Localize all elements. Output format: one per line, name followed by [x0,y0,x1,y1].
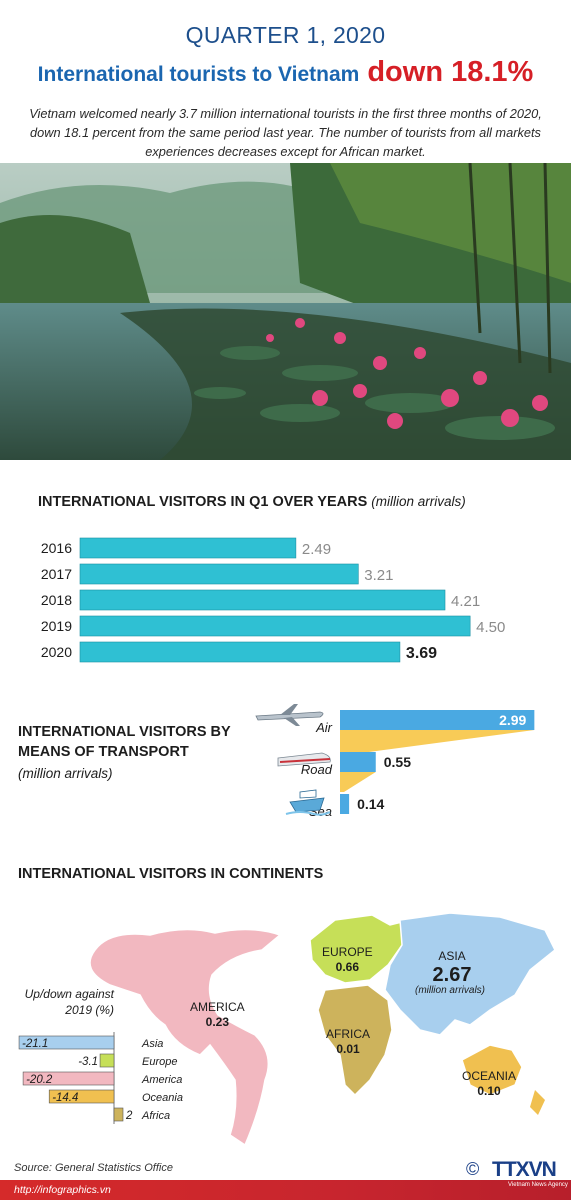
asia-shape [384,912,556,1036]
transport-label-air: Air [315,720,333,735]
updown-label-oceania: Oceania [142,1092,183,1104]
intro-text: Vietnam welcomed nearly 3.7 million inte… [29,106,542,159]
asia-label: ASIA 2.67 (million arrivals) [412,947,492,997]
logo-subtitle: Vietnam News Agency [508,1182,568,1188]
new-zealand-shape [530,1090,545,1115]
year-label-2020: 2020 [41,644,72,660]
oceania-value: 0.10 [477,1084,501,1098]
updown-bar-oceania [48,1089,115,1104]
updown-label-africa: Africa [141,1110,170,1122]
lotus-pond-illustration [0,163,571,460]
airplane-icon [255,704,324,726]
africa-name: AFRICA [326,1027,371,1041]
updown-bar-europe [99,1053,115,1068]
updown-bar-asia [18,1035,115,1050]
year-value-2016: 2.49 [302,541,331,558]
copyright-icon: © [466,1159,480,1179]
transport-value-sea: 0.14 [357,796,384,812]
transport-bar-road [340,752,376,772]
updown-label-asia: Asia [141,1038,163,1050]
updown-value-africa: 2 [125,1110,133,1122]
oceania-name: OCEANIA [462,1069,517,1083]
updown-value-america: -20.2 [26,1074,53,1086]
updown-title: Up/down against 2019 (%) [24,987,114,1017]
updown-bar-africa [113,1107,124,1122]
years-bar-chart: 2016 2.49 2017 3.21 2018 4.21 2019 4.50 2020 3.69 [41,537,505,663]
ttxvn-logo: TTXVN [492,1158,557,1181]
oceania-shape [461,1044,523,1096]
europe-shape [309,914,412,984]
continents-title: INTERNATIONAL VISITORS IN CONTINENTS [18,866,324,882]
year-value-2018: 4.21 [451,593,480,610]
europe-label: EUROPE 0.66 [322,945,373,975]
transport-chart-title: INTERNATIONAL VISITORS BY MEANS OF TRANS… [18,724,231,760]
updown-bar-chart: -21.1 Asia -3.1 Europe -20.2 America -14.4 Ocea… [18,1032,183,1124]
years-chart-title-text: INTERNATIONAL VISITORS IN Q1 OVER YEARS [38,494,368,510]
africa-label: AFRICA 0.01 [326,1027,370,1057]
oceania-label: OCEANIA 0.10 [462,1069,516,1099]
headline-main: International tourists to Vietnam [37,63,360,86]
asia-note: (million arrivals) [414,985,485,996]
africa-shape [317,984,393,1097]
year-bar-2019 [79,615,471,637]
lotus-pond-photo [0,163,571,460]
transport-chart-unit: (million arrivals) [18,766,113,781]
transport-wedge-road [340,772,376,792]
period-title: QUARTER 1, 2020 [185,22,386,48]
year-bar-2017 [79,563,359,585]
headline: International tourists to Vietnam down 18… [0,56,571,89]
year-label-2017: 2017 [41,566,72,582]
america-shape [89,928,282,1147]
america-label: AMERICA 0.23 [190,1000,245,1030]
transport-bar-air [340,710,535,730]
train-icon [277,752,331,767]
transport-bar-sea [340,794,350,814]
transport-label-road: Road [301,762,333,777]
years-chart-title: INTERNATIONAL VISITORS IN Q1 OVER YEARS … [38,494,466,510]
europe-value: 0.66 [335,960,360,974]
year-value-2017: 3.21 [364,567,393,584]
america-name: AMERICA [190,1000,245,1014]
ship-icon [285,789,331,816]
updown-value-europe: -3.1 [78,1056,98,1068]
europe-name: EUROPE [322,945,373,959]
year-value-2019: 4.50 [476,619,505,636]
transport-value-road: 0.55 [384,754,411,770]
world-map [89,912,556,1147]
transport-wedge-air [340,730,535,754]
transport-value-air: 2.99 [499,712,526,728]
years-chart-unit: (million arrivals) [371,494,466,509]
africa-value: 0.01 [336,1042,360,1056]
footer-url[interactable]: http://infographics.vn [14,1184,111,1196]
year-bar-2018 [79,589,446,611]
updown-bar-america [22,1071,115,1086]
asia-value: 2.67 [432,964,472,986]
year-value-2020: 3.69 [406,645,437,662]
year-bar-2020 [79,641,401,663]
footer-bar [0,1180,571,1200]
year-label-2019: 2019 [41,618,72,634]
updown-label-europe: Europe [142,1056,177,1068]
year-label-2018: 2018 [41,592,72,608]
asia-name: ASIA [438,949,466,963]
source-note: Source: General Statistics Office [14,1162,173,1174]
updown-label-america: America [141,1074,182,1086]
year-bar-2016 [79,537,297,559]
year-label-2016: 2016 [41,540,72,556]
updown-value-oceania: -14.4 [52,1092,78,1104]
america-value: 0.23 [205,1015,230,1029]
updown-value-asia: -21.1 [22,1038,48,1050]
headline-highlight: down 18.1% [367,56,534,88]
